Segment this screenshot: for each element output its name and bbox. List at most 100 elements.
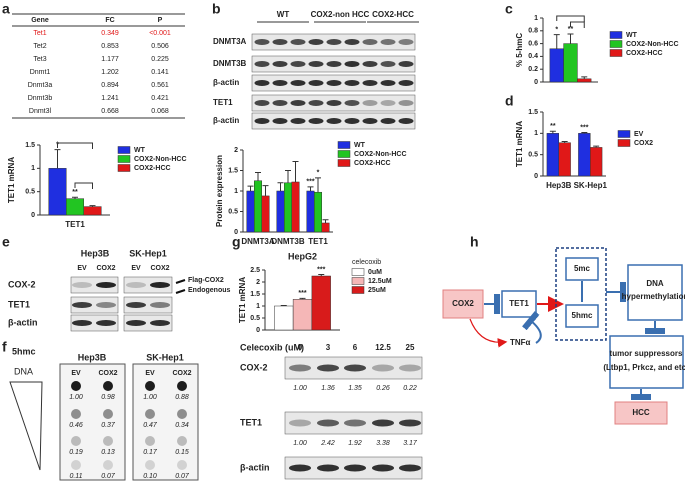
dot-value: 0.47: [143, 422, 158, 429]
blot-band: [399, 419, 421, 427]
bar: [274, 305, 294, 331]
panel-label: g: [232, 234, 241, 250]
table-cell: 0.506: [151, 43, 169, 50]
node-dna: DNA: [646, 279, 664, 288]
error-bar: [262, 185, 269, 196]
blot-band: [150, 282, 170, 288]
dot: [103, 460, 113, 470]
table-cell: Tet3: [33, 56, 46, 63]
legend-label: WT: [134, 147, 146, 154]
node-5hmc: 5hmc: [572, 311, 593, 320]
bar: [563, 43, 578, 83]
significance-label: ***: [580, 124, 588, 131]
blot-strip: [123, 314, 173, 332]
y-tick-label: 0.6: [528, 40, 538, 47]
node-dna: hypermethylation: [622, 292, 685, 301]
induce-arrow: [469, 318, 508, 348]
dot-value: 1.00: [143, 394, 157, 401]
dot: [103, 381, 113, 391]
blot-band: [290, 118, 306, 124]
bar: [590, 147, 603, 177]
blot-band: [72, 320, 92, 326]
blot-band: [362, 100, 378, 106]
table-cell: 0.561: [151, 82, 169, 89]
dot: [177, 460, 187, 470]
blot-band: [96, 320, 116, 326]
blot-band: [290, 61, 306, 67]
panel-label: c: [505, 1, 513, 17]
bar: [292, 299, 313, 331]
bar: [254, 180, 262, 233]
blot-band: [254, 61, 270, 67]
bar: [549, 48, 564, 83]
dot-value: 0.98: [101, 394, 115, 401]
blot-band: [150, 320, 170, 326]
bracket: [556, 15, 585, 22]
legend-swatch: [351, 268, 365, 276]
y-tick-label: 1: [234, 188, 238, 195]
error-bar: [581, 131, 588, 134]
blot-band: [398, 118, 414, 124]
blot-strip: [70, 296, 119, 314]
bracket: [57, 142, 93, 149]
blot-band: [254, 100, 270, 106]
y-tick-label: 1.5: [250, 291, 260, 298]
blot-band: [398, 80, 414, 86]
y-tick-label: 0.5: [528, 152, 538, 159]
error-bar: [318, 274, 325, 276]
dot: [177, 436, 187, 446]
blot-band: [372, 419, 394, 427]
dashed-box: [555, 247, 607, 341]
legend-swatch: [351, 277, 365, 285]
row-label: TET1: [213, 98, 233, 107]
row-label: β-actin: [8, 317, 38, 327]
error-bar: [322, 219, 329, 223]
blot-band: [72, 302, 92, 308]
y-tick-label: 0: [534, 79, 538, 86]
blot-strip: [70, 276, 119, 294]
band-value: 1.36: [321, 385, 335, 392]
arrow-label: Endogenous: [188, 287, 230, 294]
blot-band: [290, 100, 306, 106]
error-bar: [581, 76, 588, 79]
dot: [71, 460, 81, 470]
blot-band: [372, 464, 394, 472]
y-tick-label: 0.5: [250, 315, 260, 322]
dna-gradient: [9, 381, 43, 471]
bar: [284, 182, 292, 233]
node-5mc: 5mc: [574, 264, 591, 273]
bar: [276, 190, 285, 233]
y-axis-label: TET1 mRNA: [238, 277, 247, 323]
blot-band: [344, 464, 366, 472]
blot-band: [308, 39, 324, 45]
arrow: [175, 279, 186, 284]
blot-band: [317, 364, 339, 372]
group-label: WT: [277, 10, 290, 19]
legend-label: 25uM: [368, 287, 386, 294]
blot-band: [289, 364, 311, 372]
blot-band: [344, 118, 360, 124]
table-cell: Dnmt3a: [28, 82, 53, 89]
bar: [321, 222, 330, 233]
table-header: P: [158, 17, 163, 24]
node-box: [627, 264, 683, 321]
dot: [145, 381, 155, 391]
legend-swatch: [351, 286, 365, 294]
blot-band: [272, 80, 288, 86]
lane-label: EV: [145, 370, 155, 377]
node-box: [565, 304, 599, 328]
blot-band: [72, 282, 92, 288]
x-tick-label: DNMT3B: [271, 237, 305, 246]
dot: [177, 409, 187, 419]
band-value: 1.92: [348, 440, 362, 447]
cell-line-label: SK-Hep1: [129, 248, 167, 258]
dot-value: 0.15: [175, 449, 189, 456]
x-tick-label: SK-Hep1: [574, 181, 608, 190]
dose-label: 25: [406, 343, 415, 352]
node-box: [565, 257, 599, 281]
row-label: COX-2: [8, 279, 36, 289]
blot-band: [150, 302, 170, 308]
significance-label: *: [317, 170, 320, 177]
y-tick-label: 0: [534, 173, 538, 180]
